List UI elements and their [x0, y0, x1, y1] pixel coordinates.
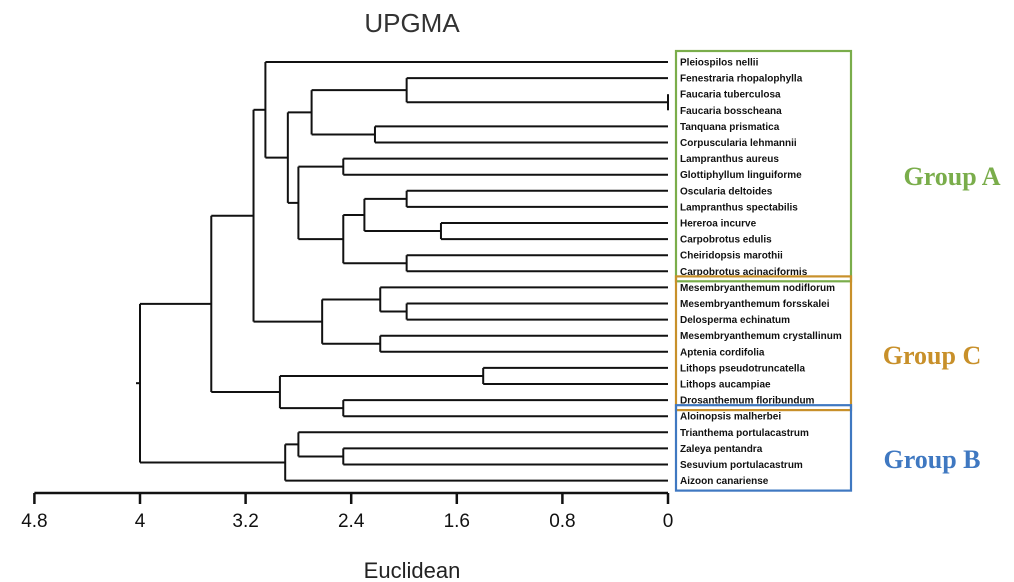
x-tick-label: 1.6 [444, 511, 470, 532]
leaf-label: Sesuvium portulacastrum [680, 460, 803, 471]
dendrogram-branches [136, 61, 669, 482]
x-tick-label: 4 [135, 511, 146, 532]
leaf-label: Hereroa incurve [680, 219, 757, 230]
leaf-label: Mesembryanthemum crystallinum [680, 331, 842, 342]
leaf-label: Lampranthus aureus [680, 154, 779, 165]
x-tick-label: 0.8 [549, 511, 575, 532]
x-tick-label: 0 [663, 511, 674, 532]
leaf-label: Mesembryanthemum forsskalei [680, 299, 830, 310]
leaf-label: Mesembryanthemum nodiflorum [680, 283, 835, 294]
leaf-label: Drosanthemum floribundum [680, 396, 815, 407]
group-label: Group C [883, 341, 982, 370]
x-axis: 4.8 4 3.2 2.4 1.6 0.8 0 [21, 491, 674, 532]
x-tick-label: 3.2 [232, 511, 258, 532]
leaf-label: Delosperma echinatum [680, 315, 790, 326]
group-label: Group A [903, 162, 1000, 191]
x-tick-label: 2.4 [338, 511, 365, 532]
x-tick-label: 4.8 [21, 511, 47, 532]
leaf-label: Carpobrotus edulis [680, 235, 772, 246]
leaf-label: Carpobrotus acinaciformis [680, 267, 808, 278]
group-boxes: Group A Group C Group B [674, 49, 1001, 492]
leaf-label: Lampranthus spectabilis [680, 202, 798, 213]
leaf-label: Zaleya pentandra [680, 444, 763, 455]
leaf-label: Trianthema portulacastrum [680, 428, 809, 439]
leaf-label: Lithops pseudotruncatella [680, 363, 805, 374]
leaf-label: Corpuscularia lehmannii [680, 138, 797, 149]
leaf-label: Lithops aucampiae [680, 380, 771, 391]
leaf-label: Pleiospilos nellii [680, 58, 759, 69]
group-box [674, 275, 853, 412]
leaf-label: Aptenia cordifolia [680, 347, 765, 358]
leaf-label: Glottiphyllum linguiforme [680, 170, 802, 181]
leaf-labels: Pleiospilos nellii Fenestraria rhopalophy… [680, 58, 842, 488]
leaf-label: Oscularia deltoides [680, 186, 773, 197]
x-axis-label: Euclidean [364, 558, 461, 582]
leaf-label: Faucaria tuberculosa [680, 90, 781, 101]
group-box [674, 49, 853, 283]
leaf-label: Cheiridopsis marothii [680, 251, 783, 262]
chart-title: UPGMA [364, 8, 460, 38]
leaf-label: Aizoon canariense [680, 476, 769, 487]
group-box [674, 404, 853, 492]
leaf-label: Fenestraria rhopalophylla [680, 74, 803, 85]
leaf-label: Aloinopsis malherbei [680, 412, 781, 423]
leaf-label: Tanquana prismatica [680, 122, 780, 133]
leaf-label: Faucaria bosscheana [680, 106, 782, 117]
group-label: Group B [883, 445, 980, 474]
